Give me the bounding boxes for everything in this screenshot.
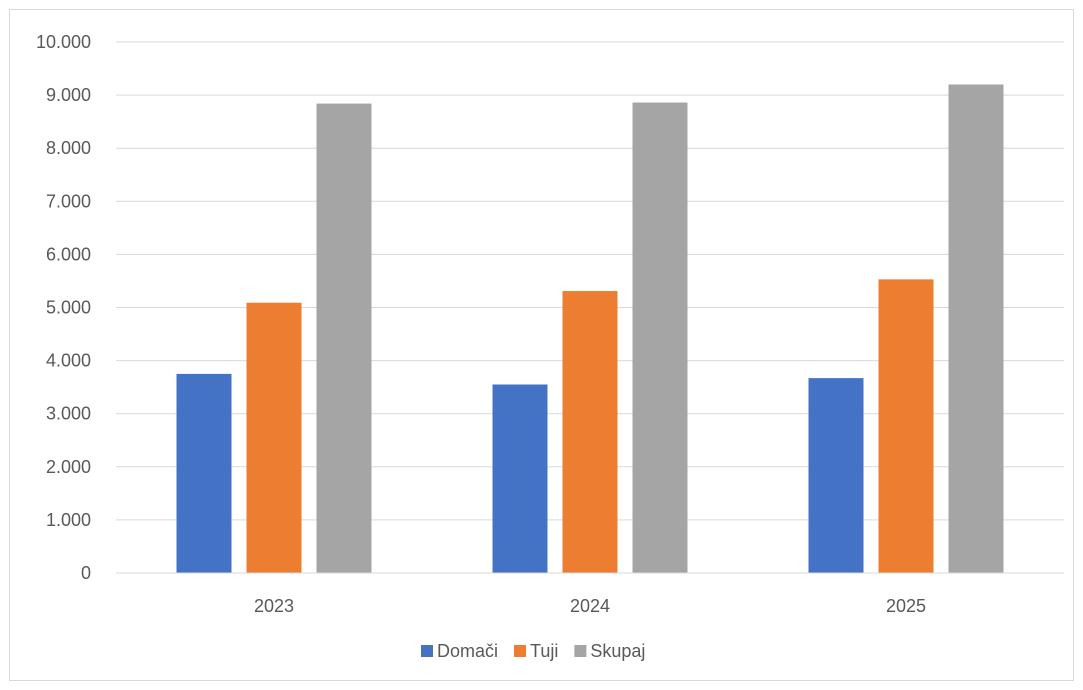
legend-label: Domači	[437, 641, 498, 661]
bar-chart: 0 1.000 2.000 3.000 4.000 5.000 6.000 7.000 8.00…	[36, 32, 1064, 661]
y-tick-label: 3.000	[46, 404, 91, 424]
bar-tuji-2025	[878, 279, 934, 573]
legend-swatch	[421, 645, 433, 657]
legend-swatch	[514, 645, 527, 657]
legend-swatch	[574, 645, 587, 657]
bar-skupaj-2025	[948, 84, 1004, 573]
x-tick-label: 2023	[254, 596, 294, 616]
bar-tuji-2024	[562, 291, 618, 573]
y-tick-label: 5.000	[46, 298, 91, 318]
bar-doma-i-2023	[176, 373, 232, 573]
y-tick-label: 10.000	[36, 32, 91, 52]
y-tick-label: 8.000	[46, 138, 91, 158]
chart-frame: 0 1.000 2.000 3.000 4.000 5.000 6.000 7.000 8.00…	[9, 9, 1074, 681]
bar-doma-i-2024	[492, 384, 548, 573]
y-tick-label: 0	[81, 563, 91, 583]
bars	[176, 84, 1004, 573]
y-axis-ticks: 0 1.000 2.000 3.000 4.000 5.000 6.000 7.000 8.00…	[36, 32, 91, 583]
bar-skupaj-2024	[632, 102, 688, 573]
x-tick-label: 2025	[886, 596, 926, 616]
legend-label: Skupaj	[590, 641, 645, 661]
y-tick-label: 1.000	[46, 510, 91, 530]
bar-tuji-2023	[246, 302, 302, 573]
bar-doma-i-2025	[808, 378, 864, 573]
y-tick-label: 7.000	[46, 191, 91, 211]
y-tick-label: 4.000	[46, 351, 91, 371]
legend: Domači Tuji Skupaj	[421, 641, 645, 661]
bar-skupaj-2023	[316, 103, 372, 573]
y-tick-label: 6.000	[46, 244, 91, 264]
legend-label: Tuji	[530, 641, 558, 661]
y-tick-label: 2.000	[46, 457, 91, 477]
x-tick-label: 2024	[570, 596, 610, 616]
x-axis: 2023 2024 2025	[116, 572, 1064, 616]
y-tick-label: 9.000	[46, 85, 91, 105]
